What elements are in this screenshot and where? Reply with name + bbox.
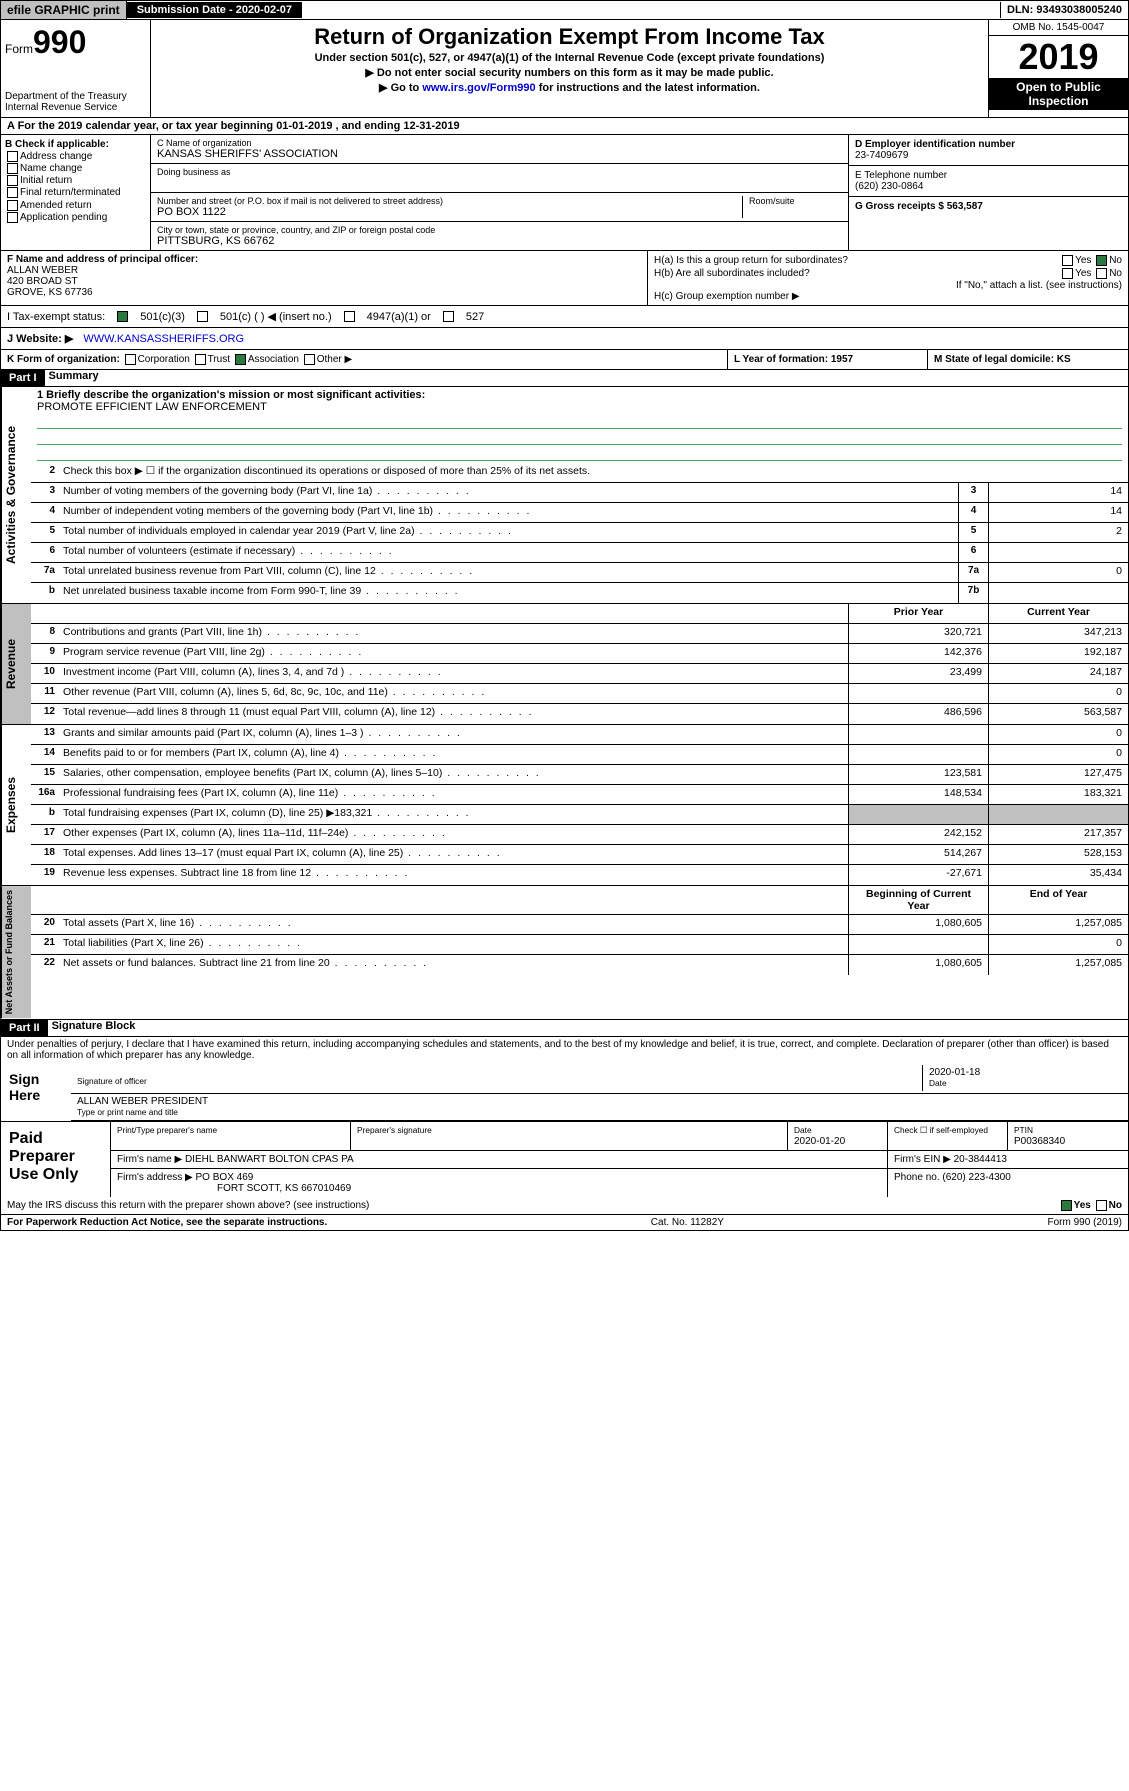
dept-treasury: Department of the Treasury Internal Reve… (5, 91, 146, 113)
row-j: J Website: ▶ WWW.KANSASSHERIFFS.ORG (0, 328, 1129, 350)
box-b: B Check if applicable: Address change Na… (1, 135, 151, 250)
form-number: Form990 (5, 24, 146, 61)
officer-name: ALLAN WEBER PRESIDENT (77, 1096, 208, 1107)
row-i: I Tax-exempt status: 501(c)(3) 501(c) ( … (0, 306, 1129, 328)
box-f: F Name and address of principal officer:… (1, 251, 648, 305)
side-expenses: Expenses (1, 725, 31, 885)
row-k: K Form of organization: Corporation Trus… (1, 350, 728, 369)
org-city: PITTSBURG, KS 66762 (157, 235, 274, 247)
irs-link[interactable]: www.irs.gov/Form990 (422, 82, 535, 94)
side-netassets: Net Assets or Fund Balances (1, 886, 31, 1018)
box-c: C Name of organizationKANSAS SHERIFFS' A… (151, 135, 848, 250)
subtitle-3: ▶ Go to www.irs.gov/Form990 for instruct… (155, 81, 984, 94)
efile-label[interactable]: efile GRAPHIC print (1, 1, 127, 19)
form-header: Form990 Department of the Treasury Inter… (0, 20, 1129, 118)
side-governance: Activities & Governance (1, 387, 31, 603)
year-formation: L Year of formation: 1957 (728, 350, 928, 369)
row-a-period: A For the 2019 calendar year, or tax yea… (0, 118, 1129, 135)
form-title: Return of Organization Exempt From Incom… (155, 24, 984, 50)
subtitle-2: ▶ Do not enter social security numbers o… (155, 66, 984, 79)
perjury-declaration: Under penalties of perjury, I declare th… (1, 1037, 1128, 1063)
form-footer: Form 990 (2019) (1048, 1217, 1122, 1228)
omb-number: OMB No. 1545-0047 (989, 20, 1128, 36)
submission-date: Submission Date - 2020-02-07 (127, 2, 302, 18)
sign-here-label: Sign Here (1, 1063, 71, 1121)
state-domicile: M State of legal domicile: KS (928, 350, 1128, 369)
line-1: 1 Briefly describe the organization's mi… (37, 389, 1122, 401)
open-public: Open to Public Inspection (989, 78, 1128, 110)
top-bar: efile GRAPHIC print Submission Date - 20… (0, 0, 1129, 20)
part2-header: Part II (1, 1020, 48, 1036)
cat-no: Cat. No. 11282Y (651, 1217, 724, 1228)
part1-header: Part I (1, 370, 45, 386)
line-2: Check this box ▶ ☐ if the organization d… (59, 463, 1128, 482)
tax-year: 2019 (989, 36, 1128, 78)
subtitle-1: Under section 501(c), 527, or 4947(a)(1)… (155, 52, 984, 64)
ein: 23-7409679 (855, 150, 908, 161)
gross-receipts: G Gross receipts $ 563,587 (855, 201, 983, 212)
discuss-question: May the IRS discuss this return with the… (7, 1200, 1059, 1211)
org-address: PO BOX 1122 (157, 206, 226, 218)
website-link[interactable]: WWW.KANSASSHERIFFS.ORG (83, 333, 244, 345)
pra-notice: For Paperwork Reduction Act Notice, see … (7, 1217, 327, 1228)
org-name: KANSAS SHERIFFS' ASSOCIATION (157, 148, 338, 160)
ptin: P00368340 (1014, 1136, 1065, 1147)
mission-text: PROMOTE EFFICIENT LAW ENFORCEMENT (37, 401, 1122, 413)
dln: DLN: 93493038005240 (1000, 2, 1128, 18)
side-revenue: Revenue (1, 604, 31, 724)
paid-preparer-label: Paid Preparer Use Only (1, 1122, 111, 1197)
phone: (620) 230-0864 (855, 181, 923, 192)
box-h: H(a) Is this a group return for subordin… (648, 251, 1128, 305)
firm-name: DIEHL BANWART BOLTON CPAS PA (185, 1154, 354, 1165)
